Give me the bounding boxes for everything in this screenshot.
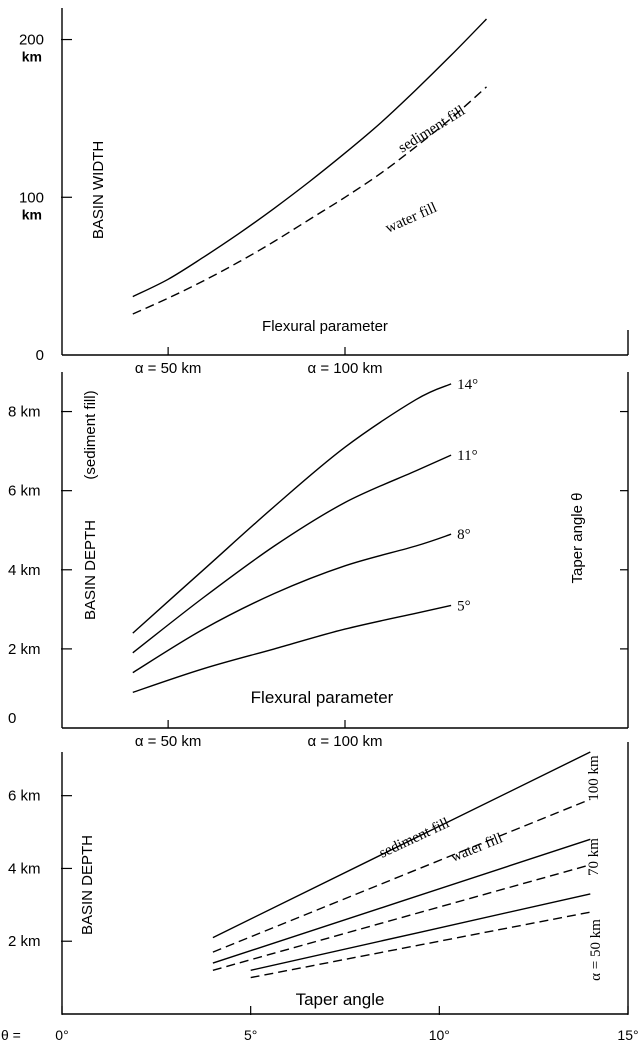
series-line — [250, 893, 591, 971]
y-axis-label: BASIN WIDTH — [90, 141, 107, 239]
curve-label-sediment-fill: sediment fill — [396, 103, 468, 157]
series-line — [212, 838, 591, 964]
series-line — [212, 751, 591, 939]
right-axis-label: Taper angle θ — [569, 493, 586, 584]
y-tick-label: 6 km — [8, 788, 41, 805]
y-tick-label: 200 — [19, 32, 44, 49]
series-line — [132, 18, 488, 298]
y-tick-label: 6 km — [8, 483, 41, 500]
series-line — [132, 533, 452, 674]
y-tick-label: 0 — [8, 710, 16, 727]
series-line — [132, 86, 487, 315]
y-tick-label: 8 km — [8, 404, 41, 421]
x-tick-label: α = 50 km — [135, 733, 202, 750]
y-tick-label: 100 — [19, 189, 44, 206]
curve-label-water-fill: water fill — [383, 200, 439, 237]
taper-angle-label: 5° — [457, 598, 471, 614]
series-line — [212, 798, 591, 953]
x-tick-label: α = 50 km — [135, 360, 202, 377]
curve-label-sediment-fill: sediment fill — [377, 815, 452, 861]
group-label-100km: 100 km — [586, 755, 602, 801]
x-tick-label: 0° — [55, 1027, 68, 1043]
x-tick-label: 5° — [244, 1027, 257, 1043]
y-axis-label-sub: (sediment fill) — [82, 390, 99, 479]
group-label-50km: α = 50 km — [588, 919, 604, 981]
y-tick-label: 2 km — [8, 933, 41, 950]
x-tick-label: α = 100 km — [308, 733, 383, 750]
y-tick-label: 2 km — [8, 641, 41, 658]
y-axis-label: BASIN DEPTH — [79, 835, 96, 935]
curve-label-water-fill: water fill — [449, 830, 506, 865]
series-line — [132, 383, 452, 634]
x-tick-label: 10° — [429, 1027, 450, 1043]
y-tick-label: 4 km — [8, 562, 41, 579]
y-tick-label: 4 km — [8, 860, 41, 877]
group-label-70km: 70 km — [586, 838, 602, 876]
taper-angle-label: 11° — [457, 448, 477, 464]
series-line — [132, 454, 452, 654]
panel-basin-depth-flexural: 8 km 6 km 4 km 2 km 0 α = 50 km α = 100 km BA… — [8, 372, 629, 750]
series-line — [250, 911, 591, 979]
x-axis-label: Flexural parameter — [251, 688, 394, 707]
y-axis-label: BASIN DEPTH — [82, 520, 99, 620]
y-tick-unit: km — [22, 49, 42, 65]
panel-basin-depth-taper: 6 km 4 km 2 km 0° 5° 10° 15° BASIN DEPTH Tape… — [1, 742, 639, 1043]
y-tick-label: 0 — [36, 347, 44, 364]
taper-angle-label: 8° — [457, 527, 471, 543]
x-axis-prefix: θ = — [1, 1027, 21, 1043]
y-tick-unit: km — [22, 206, 42, 222]
x-tick-label: 15° — [617, 1027, 638, 1043]
x-axis-label: Flexural parameter — [262, 318, 388, 335]
x-axis-label: Taper angle — [296, 990, 385, 1009]
series-line — [212, 864, 591, 971]
series-line — [132, 604, 452, 694]
taper-angle-label: 14° — [457, 377, 478, 393]
x-tick-label: α = 100 km — [308, 360, 383, 377]
